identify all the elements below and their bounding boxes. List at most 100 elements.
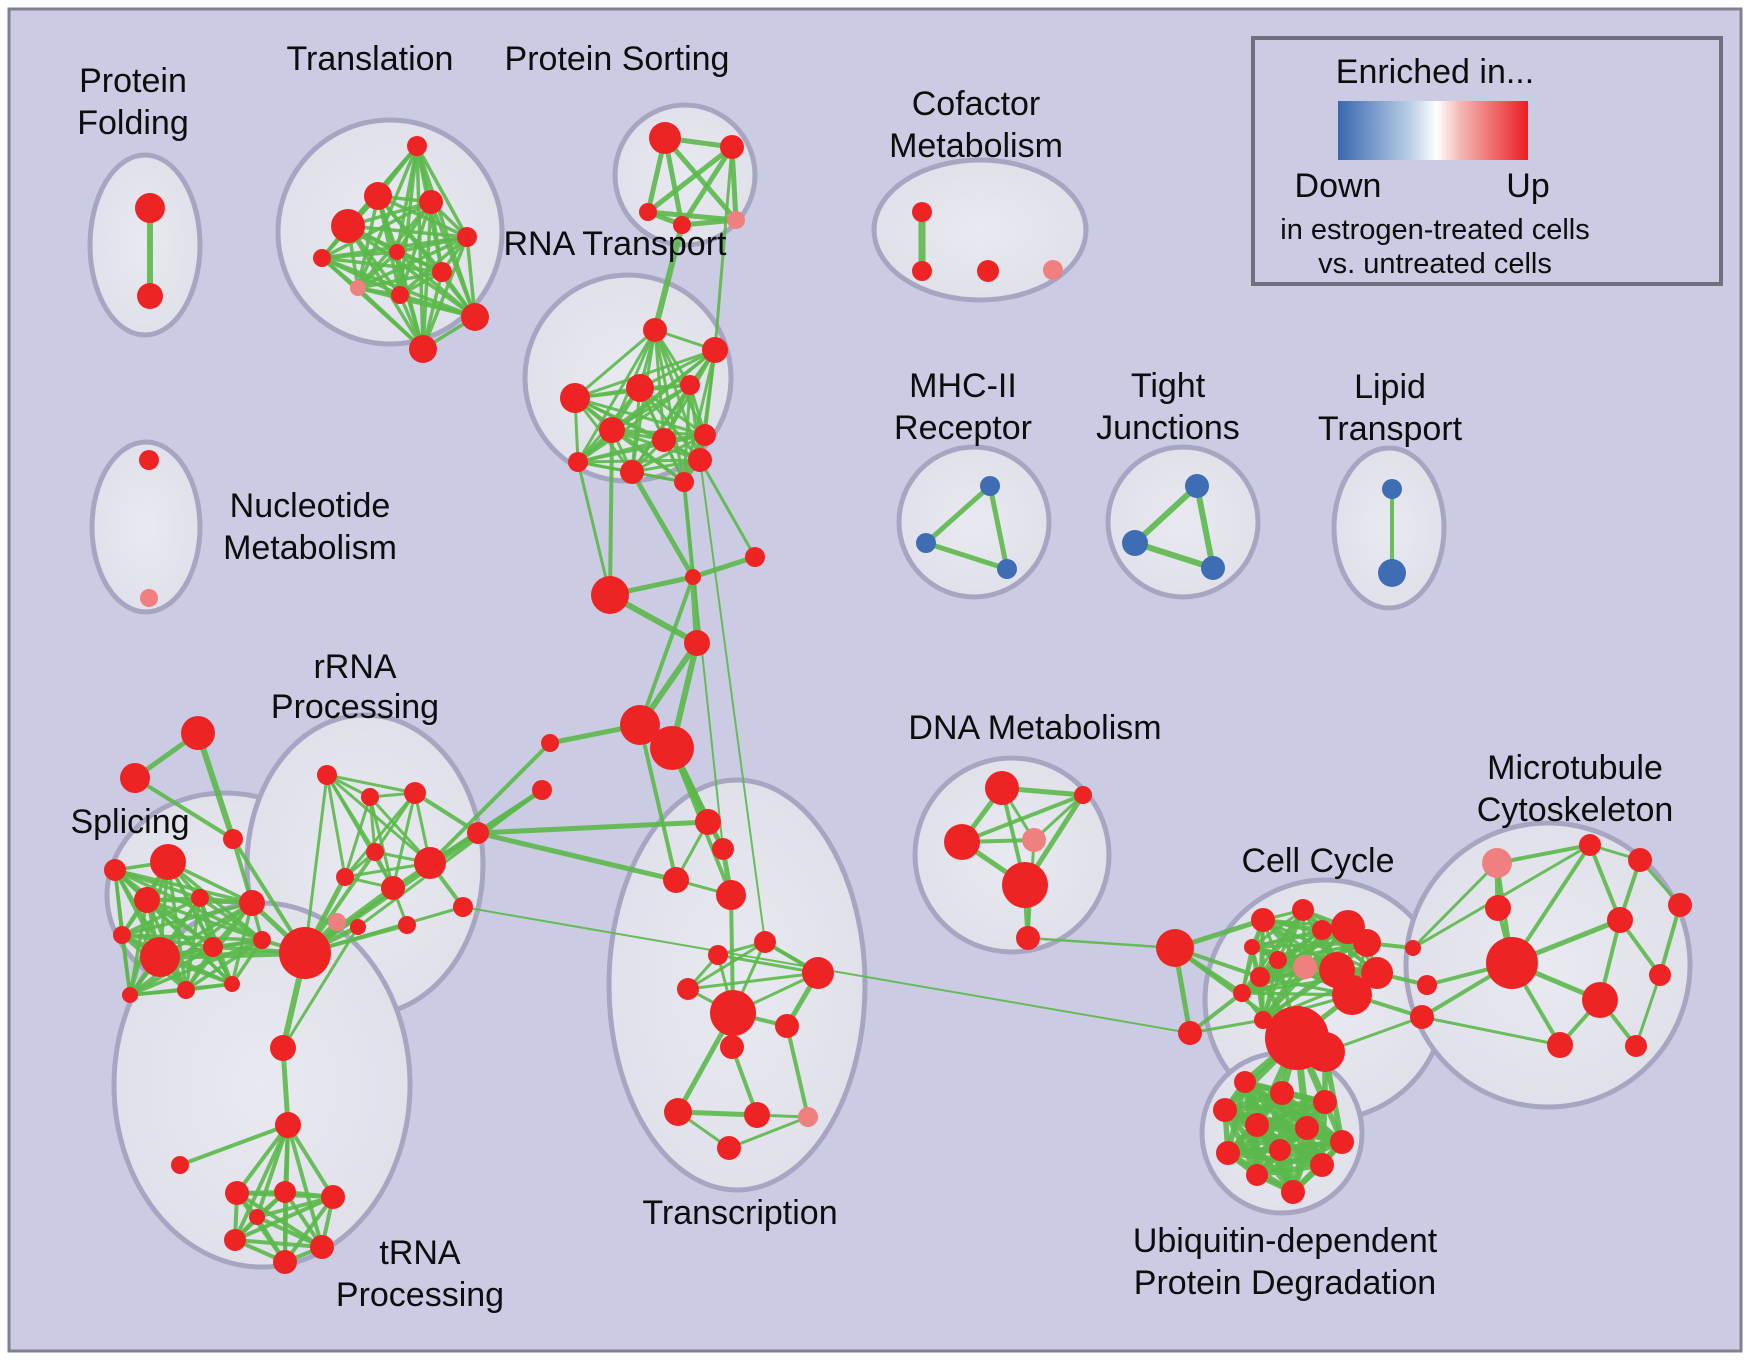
edge-rt8-rt10 (630, 433, 707, 474)
node-t9 (391, 286, 409, 304)
cluster-label-line: Translation (287, 40, 454, 78)
edge-t4-t5 (346, 224, 469, 239)
node-cc17 (1417, 975, 1437, 995)
node-m2 (1579, 834, 1601, 856)
node-tx13 (744, 1102, 770, 1128)
node-cchub2 (1305, 1032, 1345, 1072)
node-sc2 (532, 780, 552, 800)
edge-rt8-rt9 (576, 433, 707, 464)
node-u11 (1310, 1153, 1334, 1177)
node-s9 (177, 981, 195, 999)
node-rr9 (350, 919, 366, 935)
edge-rr1-hub (303, 773, 329, 955)
node-rr3 (404, 782, 426, 804)
legend-box (1251, 36, 1723, 286)
edge-rt12-tx5 (699, 459, 766, 943)
node-t4 (331, 209, 365, 243)
node-cc16 (1405, 940, 1421, 956)
node-c5 (620, 705, 660, 745)
node-ps3 (639, 203, 657, 221)
node-rt2 (702, 337, 728, 363)
node-s7 (203, 937, 223, 957)
node-rr6 (381, 876, 405, 900)
node-tj3 (1201, 556, 1225, 580)
node-rr5 (336, 868, 354, 886)
node-lt1 (1382, 479, 1402, 499)
edge-sp1-sp3 (195, 730, 236, 842)
edge-ps1-ps5 (662, 135, 739, 223)
edge-c5-tx3 (638, 723, 678, 882)
node-u9 (1269, 1139, 1291, 1161)
cluster-label-rna-transport: RNA Transport (504, 225, 728, 263)
edge-rt5-rt9 (576, 383, 692, 464)
cluster-label-splicing: Splicing (70, 803, 189, 841)
edge-h3-h5 (283, 1195, 335, 1264)
node-h2 (274, 1181, 296, 1203)
cluster-label-nucleotide-metabolism: Nucleotide Metabolism (223, 487, 397, 567)
node-nm1 (139, 450, 159, 470)
node-cc2 (1292, 899, 1314, 921)
node-t1 (407, 136, 427, 156)
node-pf1 (135, 193, 165, 223)
node-c6 (650, 726, 694, 770)
legend: Enriched in... Down Up in estrogen-treated … (1251, 36, 1723, 286)
node-h5 (273, 1250, 297, 1274)
node-t7 (432, 262, 452, 282)
edge-tx10-tx14 (785, 1024, 810, 1119)
node-ps1 (649, 122, 681, 154)
edge-u6-u8 (1225, 1125, 1310, 1156)
cluster-label-line: Splicing (70, 803, 189, 841)
node-s8 (239, 890, 265, 916)
node-rr11 (453, 897, 473, 917)
node-ln1 (171, 1156, 189, 1174)
edge-s8-s10 (230, 901, 254, 986)
node-c3 (591, 576, 629, 614)
cluster-label-line: Receptor (894, 409, 1032, 447)
node-ps4 (673, 216, 691, 234)
node-h6 (310, 1235, 334, 1259)
cluster-label-line: Junctions (1096, 409, 1240, 447)
cluster-label-cofactor-metabolism: Cofactor Metabolism (889, 85, 1063, 165)
edge-tn1-h6 (286, 1123, 324, 1249)
node-tj2 (1122, 530, 1148, 556)
edge-ps2-rt2 (713, 145, 734, 352)
cluster-ellipse-mhc-ii-receptor (896, 444, 1052, 600)
node-m11 (1625, 1035, 1647, 1057)
cluster-label-trna-processing: tRNA Processing (336, 1234, 504, 1314)
node-tj1 (1185, 474, 1209, 498)
edge-mh1-mh2 (923, 483, 993, 546)
cluster-label-translation: Translation (287, 40, 454, 78)
edge-tx7-tx8 (686, 971, 820, 991)
cluster-label-line: Cofactor (912, 85, 1041, 123)
cluster-label-line: Protein (79, 62, 187, 100)
legend-caption-line1: in estrogen-treated cells (1280, 214, 1590, 246)
edge-tn1-h3 (286, 1123, 335, 1199)
edge-sc1-rr7 (428, 741, 552, 865)
node-h3 (321, 1185, 345, 1209)
node-t3 (419, 190, 443, 214)
edge-rt12-c2 (698, 458, 757, 559)
node-m7 (1668, 893, 1692, 917)
edge-tx15-tx14 (727, 1115, 810, 1150)
node-u1 (1234, 1071, 1256, 1093)
edge-m2-m6 (1588, 843, 1622, 922)
node-m6 (1607, 907, 1633, 933)
node-tx11 (720, 1035, 744, 1059)
node-pf2 (137, 283, 163, 309)
node-u3 (1313, 1090, 1337, 1114)
node-cc5 (1353, 929, 1381, 957)
cluster-label-tight-junctions: Tight Junctions (1096, 367, 1240, 447)
node-cc3 (1312, 920, 1332, 940)
node-m9 (1649, 964, 1671, 986)
node-u7 (1330, 1130, 1354, 1154)
node-c4 (684, 630, 710, 656)
edge-tj2-tj3 (1132, 540, 1216, 571)
node-tx7 (677, 978, 699, 1000)
node-cf4 (1043, 260, 1063, 280)
node-tx9 (710, 990, 756, 1036)
cluster-label-line: Metabolism (889, 127, 1063, 165)
edge-h3-h7 (255, 1195, 335, 1219)
node-d2 (1074, 786, 1092, 804)
edge-rt9-rt12 (576, 458, 702, 464)
